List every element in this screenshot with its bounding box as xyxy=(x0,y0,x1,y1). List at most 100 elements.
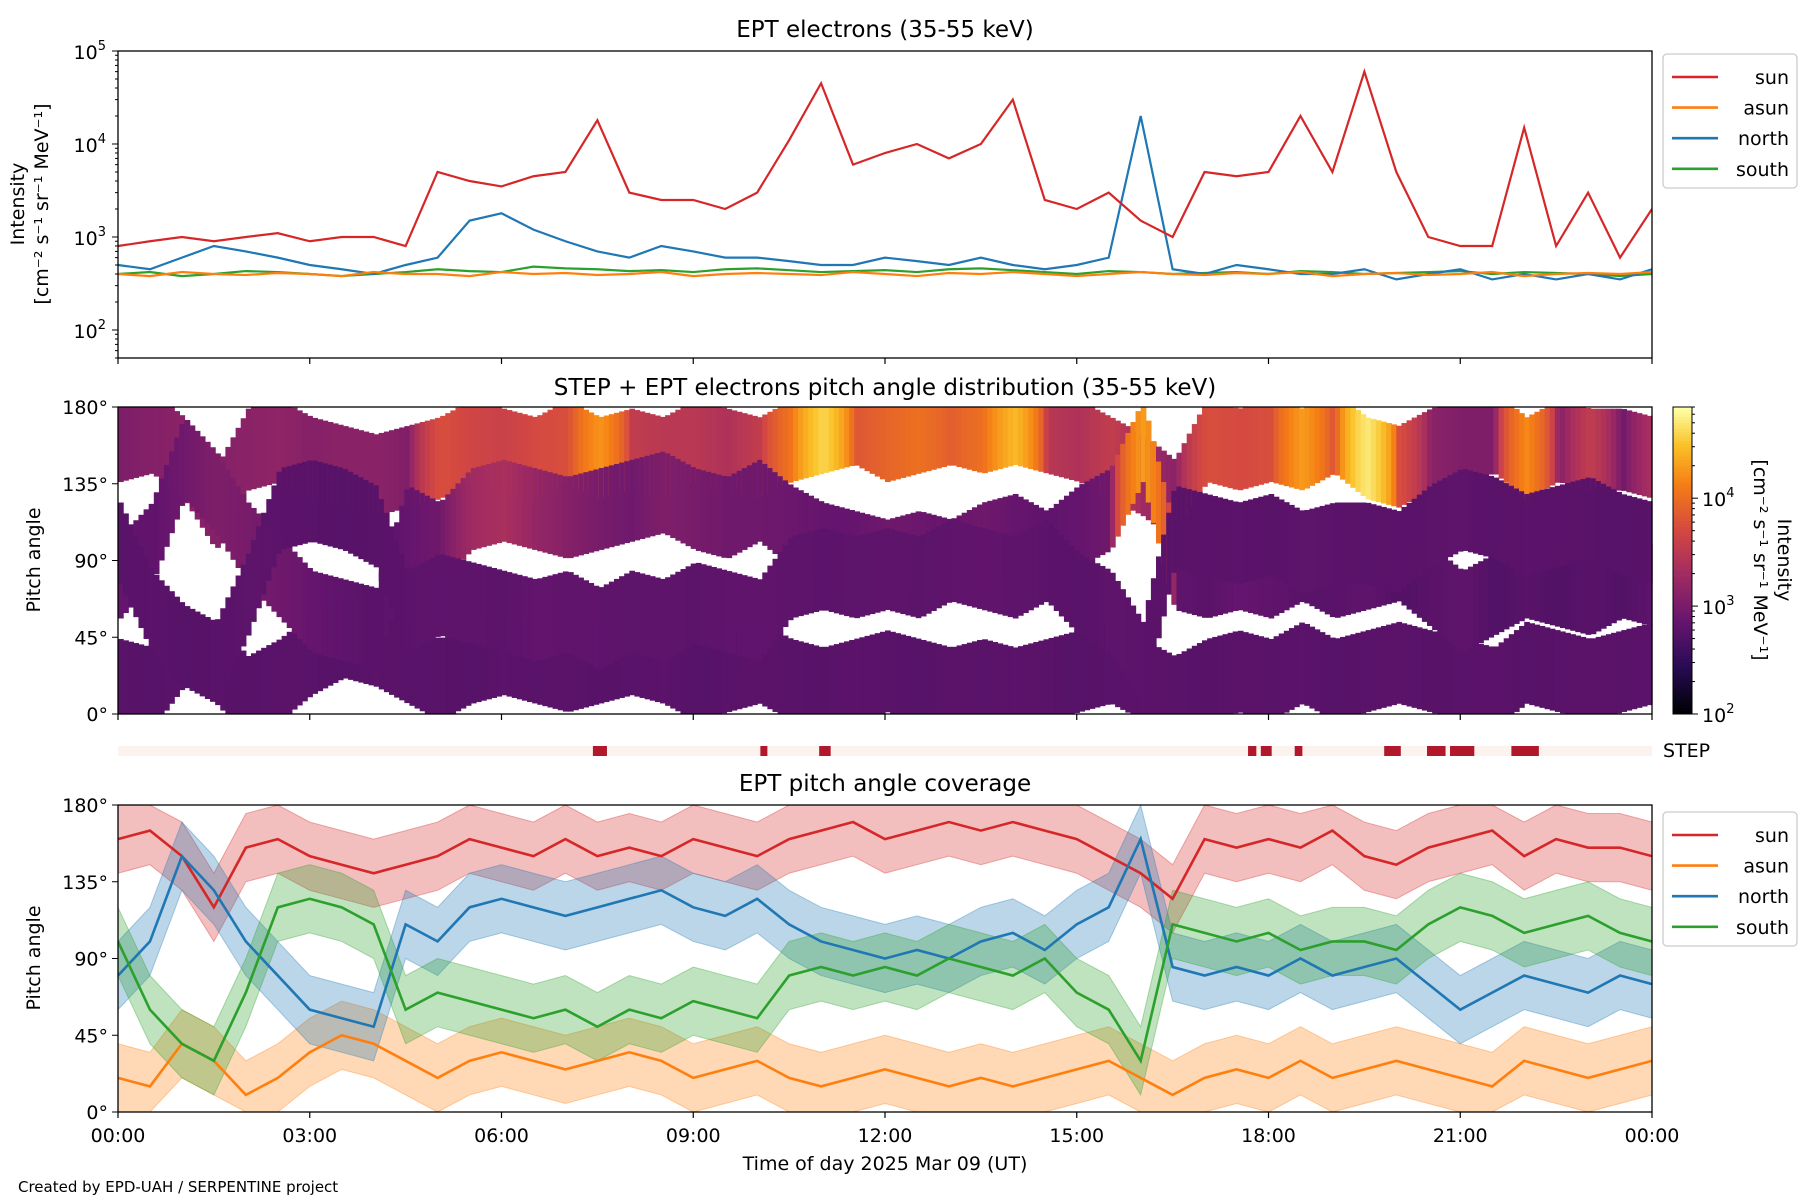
heatmap-cell-asun xyxy=(1329,637,1336,714)
heatmap-cell-south xyxy=(1513,488,1520,571)
heatmap-cell-asun xyxy=(1207,638,1213,714)
colorbar-segment xyxy=(1673,523,1692,528)
heatmap-cell-north xyxy=(711,473,717,556)
heatmap-cell-sun xyxy=(946,407,953,466)
heatmap-cell-sun xyxy=(435,417,441,500)
heatmap-cell-south xyxy=(1135,613,1142,696)
heatmap-cell-south xyxy=(787,538,794,621)
colorbar-segment xyxy=(1673,517,1692,522)
heatmap-cell-south xyxy=(230,586,237,669)
heatmap-cell-sun xyxy=(286,407,293,487)
heatmap-cell-asun xyxy=(562,629,569,712)
heatmap-cell-north xyxy=(752,462,758,545)
heatmap-cell-asun xyxy=(1069,632,1075,714)
heatmap-cell-asun xyxy=(1196,643,1203,714)
heatmap-cell-sun xyxy=(1570,407,1576,486)
heatmap-cell-north xyxy=(332,576,339,659)
heatmap-cell-asun xyxy=(1570,634,1576,714)
heatmap-cell-sun xyxy=(128,407,134,480)
colorbar-segment xyxy=(1673,631,1692,635)
heatmap-cell-south xyxy=(378,499,385,581)
heatmap-cell-asun xyxy=(951,646,958,714)
heatmap-cell-sun xyxy=(772,409,779,491)
heatmap-cell-asun xyxy=(1355,632,1362,714)
heatmap-cell-asun xyxy=(138,644,145,714)
heatmap-cell-south xyxy=(286,466,293,548)
heatmap-cell-asun xyxy=(1375,627,1382,710)
heatmap-cell-north xyxy=(1145,420,1152,503)
heatmap-cell-south xyxy=(271,485,278,568)
heatmap-cell-sun xyxy=(445,413,451,496)
heatmap-cell-asun xyxy=(1544,627,1551,710)
colorbar-segment xyxy=(1673,560,1692,565)
heatmap-cell-asun xyxy=(424,632,431,714)
heatmap-cell-south xyxy=(900,532,907,615)
heatmap-cell-sun xyxy=(1386,423,1392,505)
heatmap-cell-south xyxy=(424,560,431,643)
heatmap-cell-asun xyxy=(787,638,794,714)
heatmap-cell-south xyxy=(1442,477,1449,560)
heatmap-cell-south xyxy=(706,565,712,648)
heatmap-cell-sun xyxy=(1631,411,1638,494)
step-segment xyxy=(1384,746,1401,756)
heatmap-cell-north xyxy=(736,470,743,553)
heatmap-cell-north xyxy=(1186,531,1193,614)
heatmap-cell-north xyxy=(317,572,324,655)
heatmap-cell-asun xyxy=(1452,636,1459,714)
heatmap-cell-sun xyxy=(1524,417,1530,500)
heatmap-cell-sun xyxy=(1309,407,1316,486)
heatmap-cell-sun xyxy=(414,423,421,506)
heatmap-cell-north xyxy=(649,454,656,537)
heatmap-cell-north xyxy=(798,490,804,573)
heatmap-cell-asun xyxy=(777,632,784,714)
heatmap-cell-asun xyxy=(1467,641,1474,714)
heatmap-cell-asun xyxy=(266,645,272,714)
heatmap-cell-asun xyxy=(1033,642,1039,714)
heatmap-cell-sun xyxy=(348,427,354,510)
heatmap-cell-south xyxy=(1580,478,1587,561)
heatmap-cell-sun xyxy=(1529,414,1535,497)
heatmap-cell-south xyxy=(685,566,692,649)
heatmap-cell-asun xyxy=(506,614,513,697)
heatmap-cell-sun xyxy=(593,415,600,498)
heatmap-cell-north xyxy=(598,468,605,550)
step-segment xyxy=(1427,746,1446,756)
heatmap-cell-asun xyxy=(1166,652,1172,714)
heatmap-cell-sun xyxy=(475,407,482,484)
heatmap-cell-south xyxy=(593,585,600,668)
heatmap-cell-north xyxy=(1559,546,1566,629)
heatmap-cell-sun xyxy=(419,422,426,504)
heatmap-cell-asun xyxy=(460,626,467,709)
heatmap-cell-north xyxy=(419,492,426,575)
heatmap-cell-south xyxy=(332,466,339,548)
heatmap-cell-north xyxy=(368,586,375,669)
heatmap-cell-north xyxy=(1575,550,1582,633)
heatmap-cell-south xyxy=(296,463,303,546)
heatmap-cell-asun xyxy=(746,624,753,707)
heatmap-cell-south xyxy=(808,531,815,614)
heatmap-cell-sun xyxy=(1365,417,1372,500)
heatmap-cell-south xyxy=(481,565,487,648)
heatmap-cell-north xyxy=(624,461,630,544)
heatmap-cell-sun xyxy=(455,407,462,490)
heatmap-cell-asun xyxy=(654,620,661,703)
heatmap-cell-north xyxy=(1524,536,1530,619)
colorbar-segment xyxy=(1673,453,1692,457)
heatmap-cell-asun xyxy=(1074,631,1080,713)
heatmap-cell-south xyxy=(532,578,538,661)
heatmap-cell-north xyxy=(148,503,155,586)
heatmap-cell-asun xyxy=(511,616,518,698)
heatmap-cell-sun xyxy=(859,407,866,469)
heatmap-cell-sun xyxy=(1023,407,1029,468)
heatmap-cell-north xyxy=(440,499,446,582)
heatmap-cell-south xyxy=(1166,512,1172,595)
heatmap-cell-sun xyxy=(869,407,876,474)
heatmap-cell-south xyxy=(818,528,825,611)
heatmap-cell-sun xyxy=(746,414,753,497)
heatmap-cell-sun xyxy=(1207,407,1213,483)
heatmap-cell-north xyxy=(1268,536,1275,619)
colorbar-label: Intensity [cm⁻² s⁻¹ sr⁻¹ MeV⁻¹] xyxy=(1749,459,1795,660)
heatmap-cell-south xyxy=(956,521,963,604)
heatmap-cell-asun xyxy=(1580,636,1587,714)
heatmap-cell-asun xyxy=(1089,627,1096,709)
